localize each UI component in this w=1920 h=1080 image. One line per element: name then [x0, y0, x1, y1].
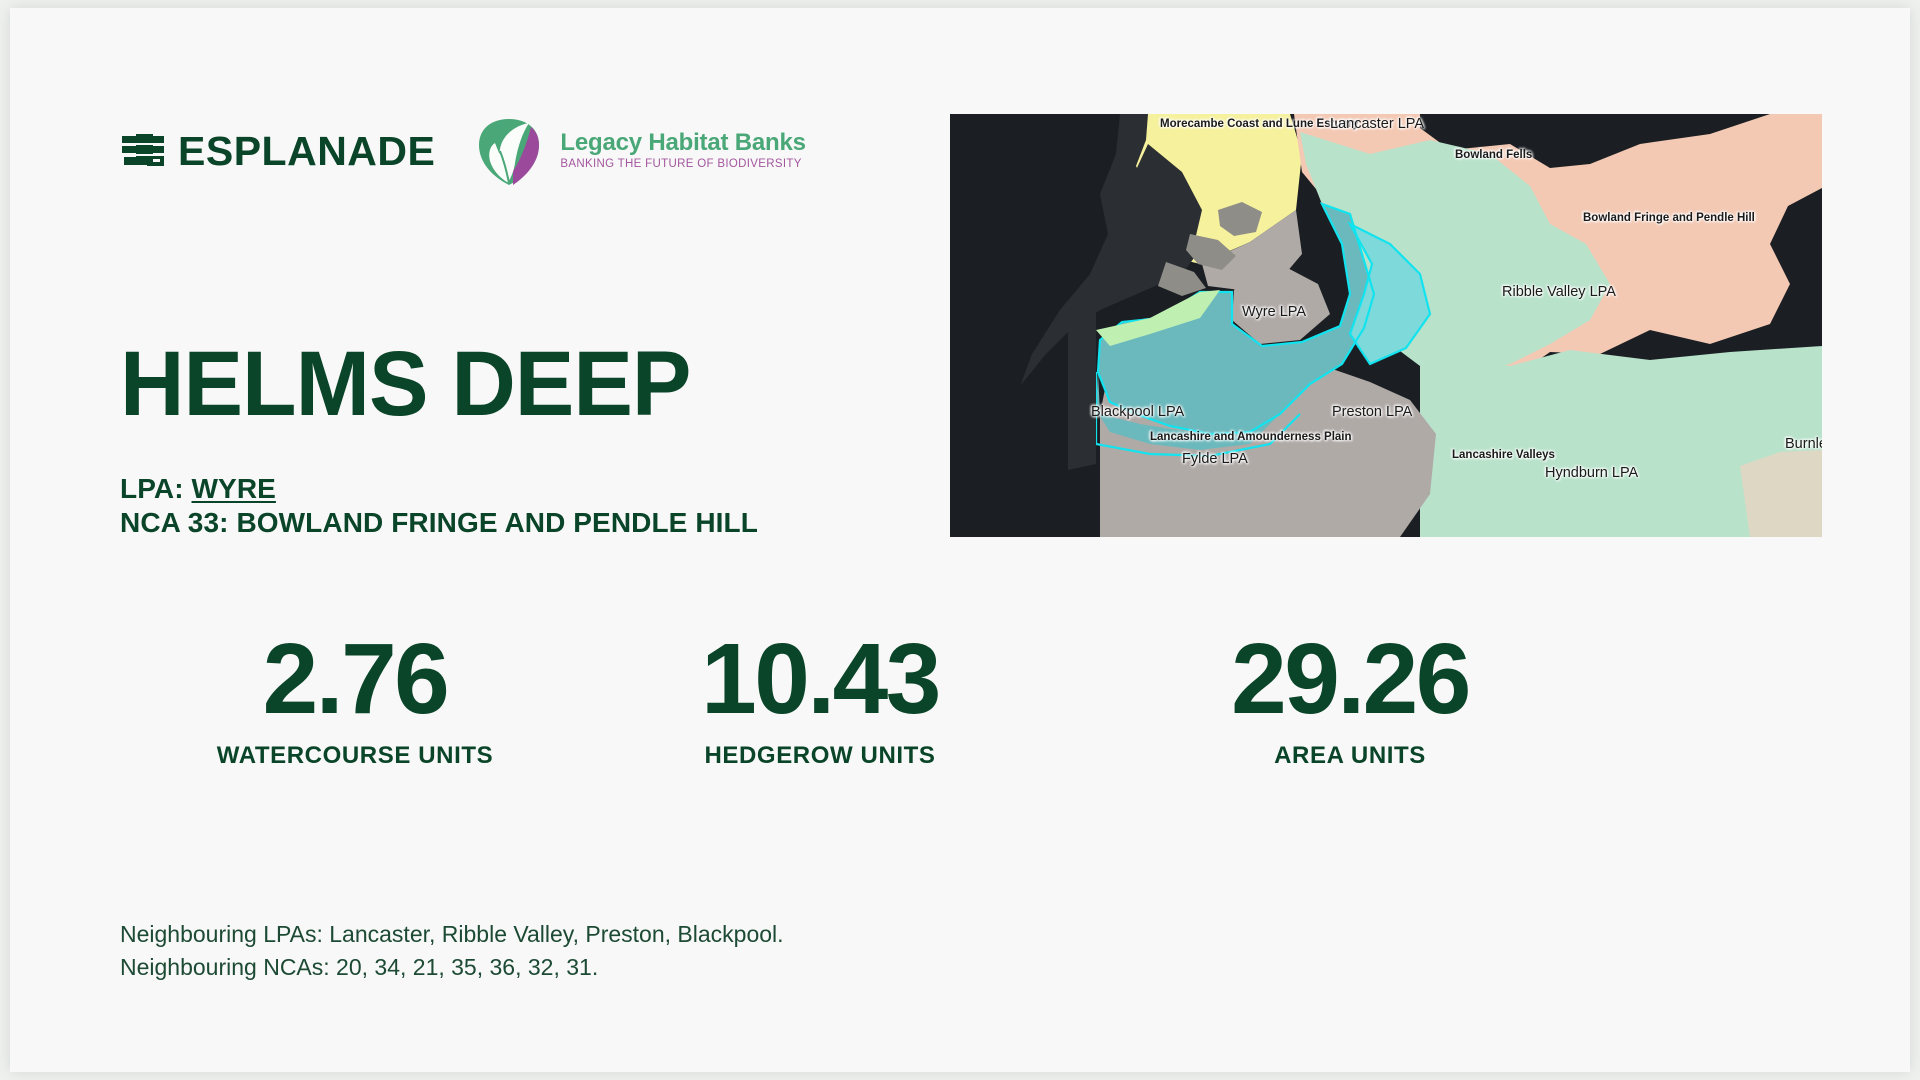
metric-area-units: 29.26 AREA UNITS — [1120, 628, 1580, 770]
report-page: ESPLANADE Legacy Habitat Banks BANKING T… — [10, 8, 1910, 1072]
lpa-line: LPA: WYRE — [120, 472, 758, 506]
lpa-nca-map[interactable]: Morecambe Coast and Lune Estuary Lancast… — [950, 114, 1822, 537]
esplanade-logo: ESPLANADE — [122, 127, 436, 174]
lpa-value: WYRE — [191, 473, 276, 504]
metric-watercourse-units: 2.76 WATERCOURSE UNITS — [120, 628, 590, 770]
metric-value: 10.43 — [701, 623, 941, 735]
logo-row: ESPLANADE Legacy Habitat Banks BANKING T… — [122, 116, 806, 186]
metric-hedgerow-units: 10.43 HEDGEROW UNITS — [590, 628, 1050, 770]
neighbouring-lpas-line: Neighbouring LPAs: Lancaster, Ribble Val… — [120, 921, 784, 947]
legacy-habitat-banks-title: Legacy Habitat Banks — [560, 129, 806, 157]
neighbouring-ncas-line: Neighbouring NCAs: 20, 34, 21, 35, 36, 3… — [120, 953, 599, 980]
site-meta: LPA: WYRE NCA 33: BOWLAND FRINGE AND PEN… — [120, 472, 758, 540]
metric-value: 29.26 — [1231, 623, 1471, 735]
legacy-habitat-banks-text: Legacy Habitat Banks BANKING THE FUTURE … — [560, 129, 806, 172]
metrics-row: 2.76 WATERCOURSE UNITS 10.43 HEDGEROW UN… — [120, 628, 1680, 770]
metric-label: HEDGEROW UNITS — [704, 742, 936, 769]
legacy-habitat-banks-logo: Legacy Habitat Banks BANKING THE FUTURE … — [471, 113, 806, 189]
nca-line: NCA 33: BOWLAND FRINGE AND PENDLE HILL — [120, 507, 758, 539]
metric-label: AREA UNITS — [1274, 742, 1426, 769]
page-title: HELMS DEEP — [120, 333, 691, 435]
neighbouring-notes: Neighbouring LPAs: Lancaster, Ribble Val… — [120, 918, 784, 983]
metric-label: WATERCOURSE UNITS — [216, 742, 494, 769]
metric-value: 2.76 — [262, 623, 450, 735]
headline-block: HELMS DEEP LPA: WYRE NCA 33: BOWLAND FRI… — [120, 338, 758, 540]
lpa-prefix: LPA: — [120, 473, 192, 504]
leaf-shield-icon — [471, 113, 547, 189]
stacked-bars-icon — [122, 134, 164, 168]
legacy-habitat-banks-tagline: BANKING THE FUTURE OF BIODIVERSITY — [560, 157, 802, 170]
esplanade-wordmark: ESPLANADE — [178, 127, 436, 174]
